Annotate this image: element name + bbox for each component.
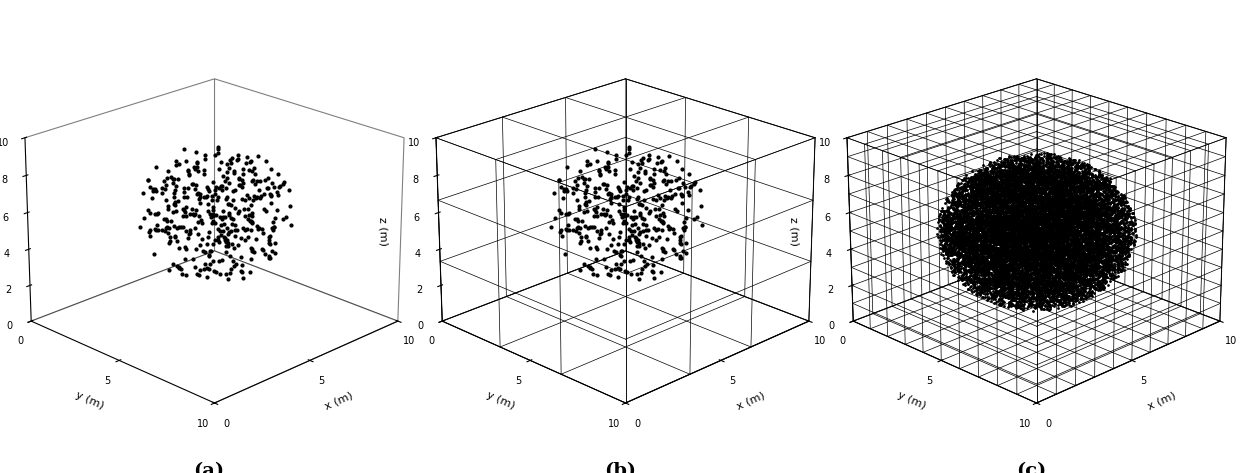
X-axis label: x (m): x (m) [734,390,766,411]
Y-axis label: y (m): y (m) [897,390,928,411]
Text: (b): (b) [604,462,636,473]
X-axis label: x (m): x (m) [1146,390,1177,411]
Text: (a): (a) [193,462,224,473]
Y-axis label: y (m): y (m) [485,390,516,411]
X-axis label: x (m): x (m) [324,390,355,411]
Y-axis label: y (m): y (m) [74,390,105,411]
Text: (c): (c) [1016,462,1047,473]
